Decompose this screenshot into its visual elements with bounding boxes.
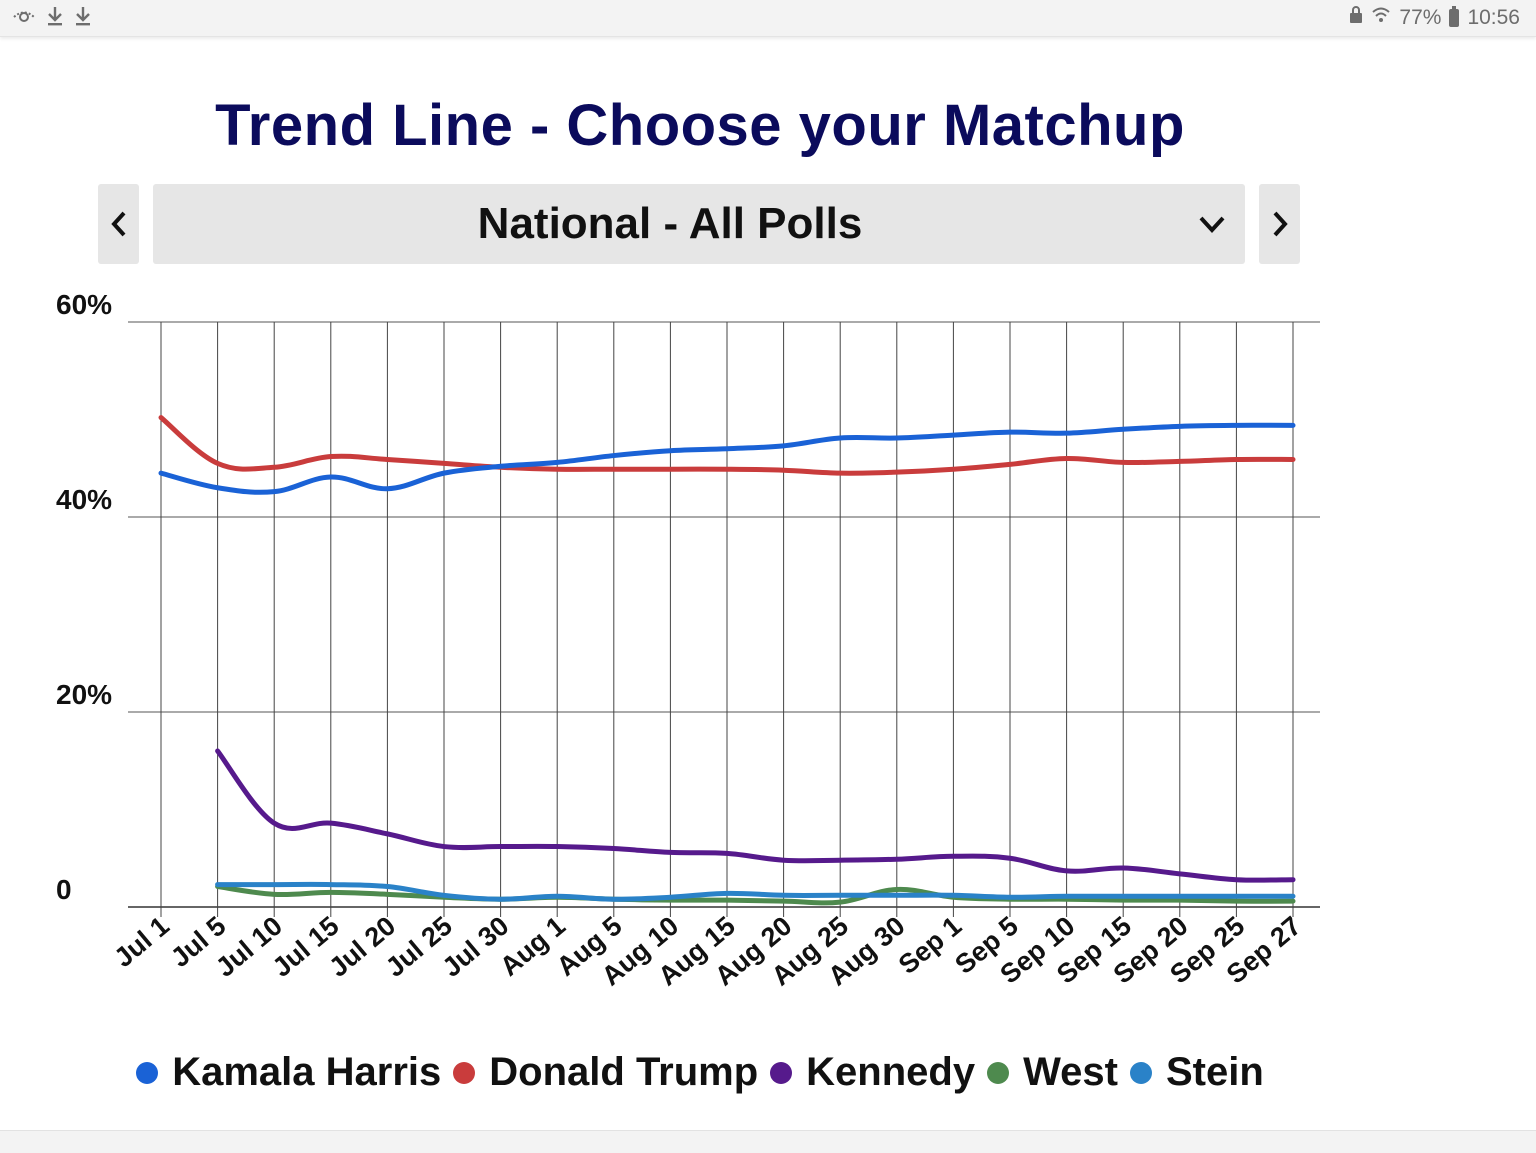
- legend-item[interactable]: Donald Trump: [453, 1050, 758, 1095]
- legend-item[interactable]: Kamala Harris: [136, 1050, 441, 1095]
- legend-dot-icon: [136, 1061, 159, 1084]
- y-axis-labels: 60% 40% 20% 0: [56, 289, 112, 905]
- visibility-icon: [12, 6, 36, 32]
- legend-dot-icon: [987, 1061, 1010, 1084]
- legend-item[interactable]: Kennedy: [770, 1050, 975, 1095]
- series-line-west: [215, 884, 1296, 906]
- legend-label: Kamala Harris: [172, 1050, 442, 1094]
- legend-dot-icon: [453, 1061, 476, 1084]
- prev-matchup-button[interactable]: [98, 184, 139, 264]
- legend-label: Donald Trump: [489, 1050, 759, 1094]
- page-title: Trend Line - Choose your Matchup: [215, 93, 1185, 158]
- legend-dot-icon: [770, 1061, 793, 1084]
- battery-percent: 77%: [1399, 6, 1442, 29]
- series-line-kamala-harris: [158, 422, 1296, 495]
- status-right: 77% 10:56: [1349, 6, 1520, 30]
- download-icon: [74, 6, 92, 32]
- matchup-dropdown[interactable]: National - All Polls: [153, 184, 1245, 264]
- chevron-right-icon: [1273, 211, 1288, 237]
- series-line-donald-trump: [158, 415, 1296, 476]
- status-bar: 77% 10:56: [0, 0, 1536, 37]
- x-tick-label: Jul 1: [108, 911, 174, 974]
- chart-grid: [128, 321, 1320, 917]
- x-tick-label: Aug 1: [494, 911, 571, 982]
- legend-item[interactable]: West: [987, 1050, 1118, 1095]
- download-icon: [46, 6, 64, 32]
- y-tick-label: 0: [56, 874, 72, 905]
- y-tick-label: 20%: [56, 679, 112, 710]
- chevron-down-icon: [1199, 216, 1225, 233]
- next-matchup-button[interactable]: [1259, 184, 1300, 264]
- legend-label: Kennedy: [806, 1050, 976, 1094]
- lock-icon: [1349, 6, 1363, 30]
- status-left-icons: [12, 6, 92, 32]
- y-tick-label: 40%: [56, 484, 112, 515]
- legend-label: Stein: [1165, 1050, 1264, 1094]
- x-tick-label: Jul 30: [437, 911, 515, 983]
- x-tick-label: Sep 1: [893, 911, 967, 980]
- battery-icon: [1449, 6, 1460, 27]
- series-lines: [158, 415, 1296, 906]
- wifi-icon: [1371, 6, 1391, 30]
- series-line-kennedy: [215, 748, 1296, 883]
- y-tick-label: 60%: [56, 289, 112, 320]
- chart-legend: Kamala Harris Donald Trump Kennedy West Stei…: [0, 1050, 1400, 1095]
- legend-item[interactable]: Stein: [1129, 1050, 1264, 1095]
- legend-dot-icon: [1129, 1061, 1152, 1084]
- series-line-stein: [215, 881, 1296, 902]
- legend-label: West: [1023, 1050, 1118, 1094]
- chevron-left-icon: [110, 211, 125, 237]
- clock: 10:56: [1467, 6, 1520, 29]
- matchup-selected-value: National - All Polls: [477, 199, 863, 248]
- bottom-bar: [0, 1130, 1536, 1153]
